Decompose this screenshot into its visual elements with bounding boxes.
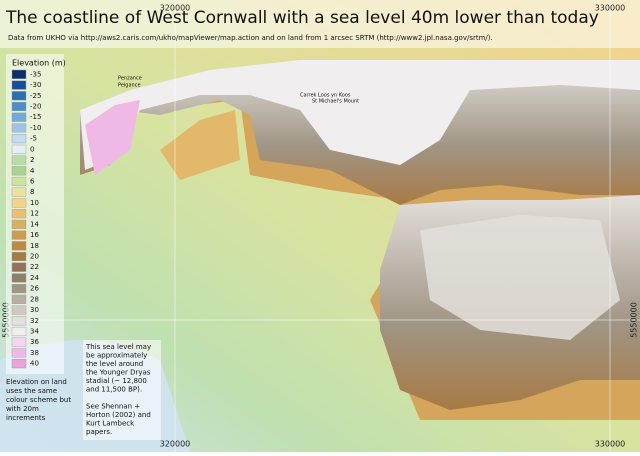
legend-label: 26 xyxy=(30,285,39,293)
note-line: Elevation on land xyxy=(6,378,67,386)
title: The coastline of West Cornwall with a se… xyxy=(5,8,599,28)
legend-swatch xyxy=(11,166,27,176)
legend-swatch xyxy=(11,144,27,154)
legend-label: 2 xyxy=(30,156,34,164)
place-label: Carrek Loos yn Koos xyxy=(300,93,351,99)
note-line: stadial (~ 12,800 xyxy=(86,377,147,385)
legend-swatch xyxy=(11,155,27,165)
legend-swatch xyxy=(11,337,27,347)
legend-label: 18 xyxy=(30,242,39,250)
legend-label: 34 xyxy=(30,328,39,336)
legend-swatch xyxy=(11,209,27,219)
peninsula-high xyxy=(420,215,620,340)
legend-swatch xyxy=(11,284,27,294)
legend-swatch xyxy=(11,101,27,112)
grid-label: 320000 xyxy=(160,4,191,13)
legend-swatch xyxy=(11,326,27,337)
legend-label: 20 xyxy=(30,253,39,261)
legend-swatch xyxy=(11,262,27,272)
title-band xyxy=(0,0,640,48)
legend-swatch xyxy=(11,91,27,101)
legend-swatch xyxy=(11,134,27,144)
legend-label: 38 xyxy=(30,349,39,357)
legend-label: 22 xyxy=(30,263,39,271)
note-line: papers. xyxy=(86,428,112,436)
legend-swatch xyxy=(11,305,27,315)
note-line: Horton (2002) and xyxy=(86,411,151,419)
legend-swatch xyxy=(11,359,27,369)
legend-label: -15 xyxy=(30,113,41,121)
legend-swatch xyxy=(11,316,27,326)
legend-label: -35 xyxy=(30,70,41,78)
legend-swatch xyxy=(11,69,27,79)
legend-swatch xyxy=(11,348,27,358)
legend-swatch xyxy=(11,251,27,262)
grid-label: 320000 xyxy=(160,440,191,449)
place-label: Penzance xyxy=(118,76,142,82)
legend-swatch xyxy=(11,230,27,240)
shelf xyxy=(160,110,240,180)
legend-swatch xyxy=(11,294,27,304)
legend-label: -20 xyxy=(30,103,41,111)
grid-label: 330000 xyxy=(595,4,626,13)
note-line: be approximately xyxy=(86,352,147,360)
sea-note-box xyxy=(83,340,161,440)
legend-label: 0 xyxy=(30,145,34,153)
legend-swatch xyxy=(11,176,27,187)
legend-title: Elevation (m) xyxy=(12,59,66,68)
legend-label: 8 xyxy=(30,188,34,196)
legend-swatch xyxy=(11,80,27,90)
legend-swatch xyxy=(11,273,27,283)
legend-swatch xyxy=(11,241,27,251)
grid-label: 330000 xyxy=(595,440,626,449)
legend: -35-30-25-20-15-10-502468101214161820222… xyxy=(11,69,41,369)
legend-label: 28 xyxy=(30,295,39,303)
legend-label: -10 xyxy=(30,124,41,132)
coast-fringe xyxy=(80,60,640,170)
legend-label: 6 xyxy=(30,178,35,186)
legend-swatch xyxy=(11,219,27,229)
note-line: increments xyxy=(6,414,46,422)
legend-label: -30 xyxy=(30,81,41,89)
legend-label: 40 xyxy=(30,360,39,368)
note-line: colour scheme but xyxy=(6,396,71,404)
place-label: Pelgance xyxy=(118,83,141,89)
place-label: St Michael's Mount xyxy=(312,99,359,105)
note-line: the Younger Dryas xyxy=(86,369,151,377)
note-line: See Shennan + xyxy=(86,403,140,411)
legend-label: -5 xyxy=(30,135,37,143)
legend-label: 16 xyxy=(30,231,39,239)
legend-label: 12 xyxy=(30,210,39,218)
coast-fringe xyxy=(85,100,140,175)
legend-swatch xyxy=(11,187,27,197)
note-line: and 11,500 BP). xyxy=(86,386,142,394)
legend-swatch xyxy=(11,198,27,208)
legend-label: 24 xyxy=(30,274,39,282)
note-line: with 20m xyxy=(6,405,39,413)
note-line: This sea level may xyxy=(85,343,151,351)
legend-label: 30 xyxy=(30,306,39,314)
note-line: uses the same xyxy=(6,387,57,395)
legend-label: -25 xyxy=(30,92,41,100)
note-line: Kurt Lambeck xyxy=(86,420,135,428)
note-line: the level around xyxy=(86,360,143,368)
legend-label: 4 xyxy=(30,167,35,175)
legend-label: 10 xyxy=(30,199,39,207)
legend-label: 36 xyxy=(30,338,39,346)
legend-label: 32 xyxy=(30,317,39,325)
subtitle: Data from UKHO via http://aws2.caris.com… xyxy=(8,34,493,42)
grid-label: 5550000 xyxy=(630,302,639,338)
legend-label: 14 xyxy=(30,220,39,228)
legend-swatch xyxy=(11,123,27,133)
legend-swatch xyxy=(11,112,27,122)
